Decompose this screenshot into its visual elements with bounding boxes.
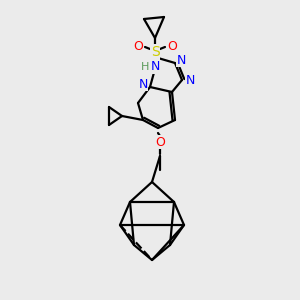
Text: H: H <box>141 62 149 72</box>
Text: N: N <box>185 74 195 86</box>
Text: O: O <box>167 40 177 52</box>
Text: O: O <box>155 136 165 148</box>
Text: N: N <box>138 77 148 91</box>
Text: O: O <box>133 40 143 52</box>
Text: S: S <box>151 45 159 59</box>
Text: N: N <box>176 53 186 67</box>
Text: N: N <box>150 61 160 74</box>
